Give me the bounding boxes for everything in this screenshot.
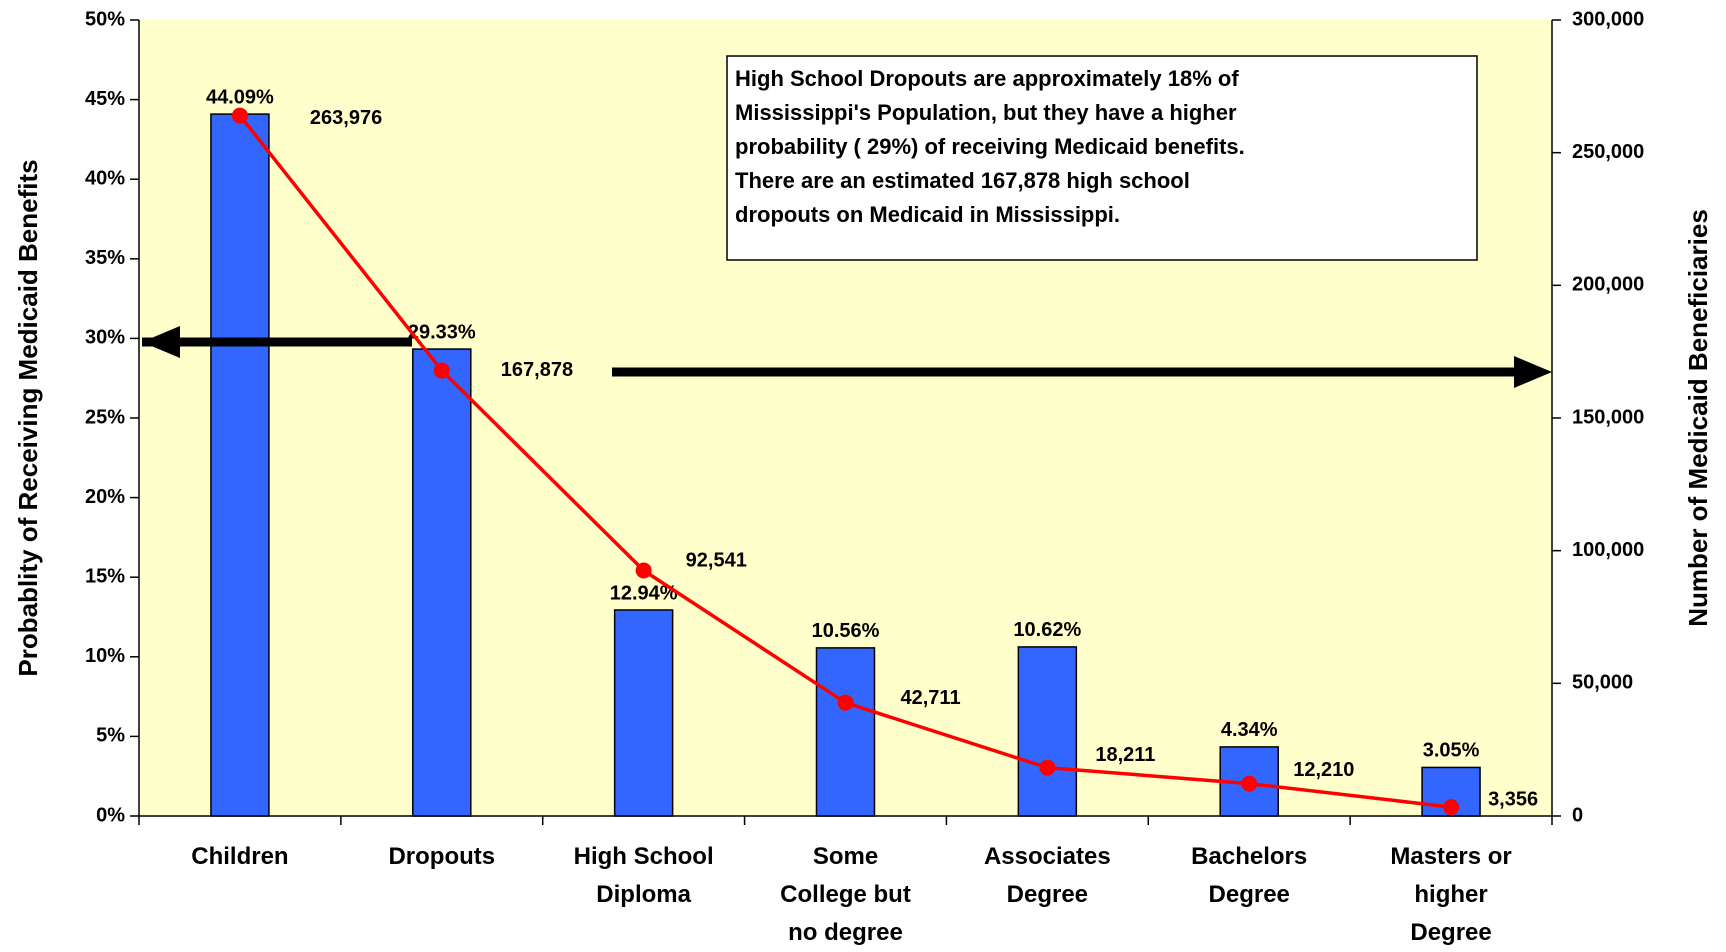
y-tick-label: 50% [85, 8, 125, 30]
right-arrow-head [1514, 356, 1552, 388]
bar-value-label: 3.05% [1423, 740, 1480, 762]
line-value-label: 263,976 [310, 107, 382, 129]
line-value-label: 167,878 [501, 359, 573, 381]
line-point [635, 562, 652, 579]
bar [412, 348, 472, 817]
y-tick-label: 0% [96, 804, 125, 826]
bar [1017, 646, 1078, 817]
y-axis-title: Probablity of Receiving Medicaid Benefit… [13, 159, 43, 676]
annotation-line: Mississippi's Population, but they have … [735, 100, 1237, 125]
x-tick-label: Some College but no degree [780, 843, 911, 946]
y-tick-label: 15% [85, 565, 125, 587]
bar-value-label: 29.33% [408, 321, 476, 343]
x-tick-label: Children [191, 843, 289, 870]
line-value-label: 12,210 [1293, 759, 1354, 781]
annotation-line: dropouts on Medicaid in Mississippi. [735, 202, 1120, 227]
x-tick-label: Dropouts [388, 843, 496, 870]
y2-tick-label: 100,000 [1572, 539, 1644, 561]
x-tick-label: High School Diploma [573, 843, 714, 908]
line-value-label: 92,541 [686, 550, 747, 572]
y-tick-label: 5% [96, 725, 125, 747]
annotation-line: probability ( 29%) of receiving Medicaid… [735, 134, 1245, 159]
y2-tick-label: 300,000 [1572, 8, 1644, 30]
y-tick-label: 30% [85, 327, 125, 349]
bar-value-label: 10.62% [1013, 619, 1081, 641]
line-point [837, 694, 854, 711]
bar [815, 647, 876, 817]
y-tick-label: 35% [85, 247, 125, 269]
bar-value-label: 4.34% [1221, 719, 1278, 741]
y2-tick-label: 250,000 [1572, 141, 1644, 163]
line-value-label: 18,211 [1095, 744, 1155, 766]
y2-tick-label: 50,000 [1572, 672, 1633, 694]
y2-tick-label: 0 [1572, 804, 1583, 826]
line-point [1443, 799, 1460, 816]
line-point [1039, 759, 1056, 776]
bar [210, 113, 270, 817]
y-tick-label: 10% [85, 645, 125, 667]
y2-tick-label: 150,000 [1572, 406, 1644, 428]
bar-value-label: 12.94% [610, 582, 678, 604]
y-tick-label: 40% [85, 167, 125, 189]
line-point [231, 107, 248, 124]
y2-axis-title: Number of Medicaid Beneficiaries [1683, 209, 1713, 627]
marks [130, 19, 1561, 825]
bar-value-label: 44.09% [206, 86, 274, 108]
annotation-box [726, 55, 1478, 261]
y-tick-label: 45% [85, 88, 125, 110]
bar-value-label: 10.56% [812, 620, 880, 642]
line-point [433, 362, 450, 379]
left-arrow-head [142, 326, 180, 358]
annotation-line: High School Dropouts are approximately 1… [735, 66, 1239, 91]
y2-tick-label: 200,000 [1572, 274, 1644, 296]
x-tick-label: Associates Degree [983, 843, 1111, 908]
x-tick-label: Masters or higher Degree [1390, 843, 1512, 946]
line-point [1241, 775, 1258, 792]
x-tick-label: Bachelors Degree [1191, 843, 1308, 908]
annotation-line: There are an estimated 167,878 high scho… [735, 168, 1190, 193]
bar [613, 609, 674, 817]
y-tick-label: 25% [85, 406, 125, 428]
line-value-label: 42,711 [901, 687, 961, 709]
y-tick-label: 20% [85, 486, 125, 508]
line-value-label: 3,356 [1488, 788, 1538, 810]
